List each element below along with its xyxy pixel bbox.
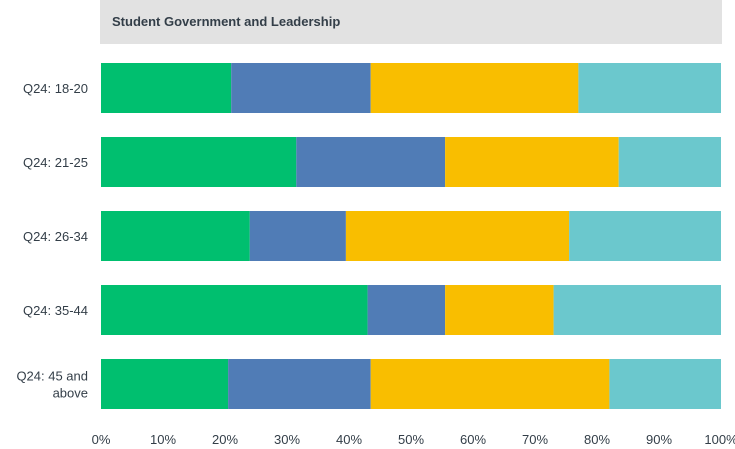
bar-segment-4-1 [101, 285, 368, 335]
x-tick-label: 50% [398, 432, 424, 447]
category-label: Q24: 21-25 [23, 155, 88, 170]
category-label: Q24: 45 and above [16, 369, 88, 401]
bar-segment-4-2 [367, 285, 446, 335]
bar-segment-1-1 [101, 63, 232, 113]
x-tick-label: 100% [704, 432, 735, 447]
bar-segment-5-4 [609, 359, 721, 409]
bar-segment-3-1 [101, 211, 250, 261]
x-tick-label: 20% [212, 432, 238, 447]
bar-segment-3-3 [345, 211, 570, 261]
bar-segment-1-4 [578, 63, 721, 113]
x-tick-label: 40% [336, 432, 362, 447]
bar-segment-5-1 [101, 359, 229, 409]
bar-segment-4-3 [445, 285, 554, 335]
bar-segment-2-4 [618, 137, 721, 187]
chart-title-band: Student Government and Leadership [100, 0, 722, 44]
bar-segment-1-3 [370, 63, 579, 113]
x-tick-label: 10% [150, 432, 176, 447]
bar-segment-2-2 [296, 137, 446, 187]
bar-segment-5-3 [370, 359, 610, 409]
bar-segment-3-4 [569, 211, 721, 261]
bar-segment-1-2 [231, 63, 371, 113]
category-label: Q24: 35-44 [23, 303, 88, 318]
bar-segment-2-1 [101, 137, 297, 187]
chart-title: Student Government and Leadership [112, 14, 341, 29]
category-label: Q24: 18-20 [23, 81, 88, 96]
x-tick-label: 70% [522, 432, 548, 447]
x-tick-label: 30% [274, 432, 300, 447]
x-tick-label: 80% [584, 432, 610, 447]
bar-segment-5-2 [228, 359, 371, 409]
x-tick-label: 60% [460, 432, 486, 447]
bar-segment-3-2 [249, 211, 346, 261]
bar-segment-4-4 [553, 285, 721, 335]
x-tick-label: 90% [646, 432, 672, 447]
bar-segment-2-3 [445, 137, 619, 187]
x-tick-label: 0% [92, 432, 111, 447]
category-label: Q24: 26-34 [23, 229, 88, 244]
